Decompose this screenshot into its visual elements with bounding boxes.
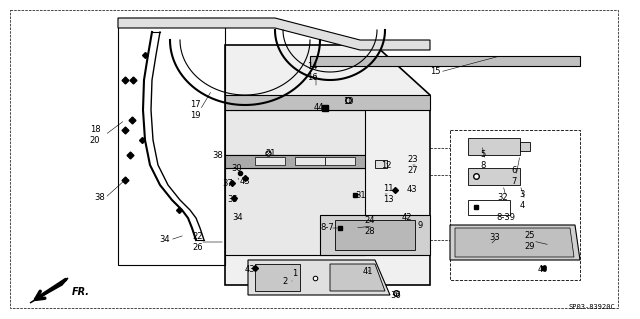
Text: 43: 43 bbox=[406, 186, 417, 195]
Polygon shape bbox=[225, 110, 365, 155]
Polygon shape bbox=[455, 228, 574, 257]
Polygon shape bbox=[450, 225, 580, 260]
Text: 14
16: 14 16 bbox=[307, 62, 317, 82]
Text: 34: 34 bbox=[233, 213, 243, 222]
Text: 43: 43 bbox=[244, 265, 255, 275]
Text: SP03-83920C: SP03-83920C bbox=[568, 304, 615, 310]
Text: 32: 32 bbox=[498, 192, 508, 202]
Text: 25
29: 25 29 bbox=[525, 231, 535, 251]
Polygon shape bbox=[335, 220, 415, 250]
Text: 21: 21 bbox=[266, 150, 276, 159]
Text: 10: 10 bbox=[343, 98, 353, 107]
Text: 31: 31 bbox=[356, 190, 366, 199]
Text: 42: 42 bbox=[402, 213, 412, 222]
Text: 3
4: 3 4 bbox=[519, 190, 525, 210]
Polygon shape bbox=[520, 142, 530, 151]
Polygon shape bbox=[330, 264, 385, 291]
Text: 38: 38 bbox=[212, 151, 223, 160]
Polygon shape bbox=[225, 155, 365, 168]
Text: 24
28: 24 28 bbox=[365, 216, 375, 236]
Text: 17
19: 17 19 bbox=[189, 100, 200, 120]
Text: 23
27: 23 27 bbox=[408, 155, 419, 175]
Polygon shape bbox=[310, 56, 580, 66]
Text: 41: 41 bbox=[363, 266, 373, 276]
FancyBboxPatch shape bbox=[295, 157, 325, 165]
Text: 6
7: 6 7 bbox=[511, 166, 516, 186]
Text: 34: 34 bbox=[160, 235, 170, 244]
Text: 15: 15 bbox=[429, 68, 440, 77]
Text: 33: 33 bbox=[490, 233, 500, 241]
Text: 38: 38 bbox=[95, 194, 106, 203]
Text: 30: 30 bbox=[232, 164, 243, 184]
FancyBboxPatch shape bbox=[325, 157, 355, 165]
Polygon shape bbox=[320, 215, 430, 255]
Text: 40: 40 bbox=[538, 265, 548, 275]
Text: 9: 9 bbox=[417, 220, 422, 229]
Text: 37: 37 bbox=[223, 179, 234, 188]
Polygon shape bbox=[468, 138, 520, 155]
Text: 2: 2 bbox=[282, 277, 287, 286]
Polygon shape bbox=[468, 168, 520, 185]
Text: 44: 44 bbox=[314, 103, 324, 113]
Text: 11
13: 11 13 bbox=[383, 184, 394, 204]
Polygon shape bbox=[248, 260, 390, 295]
Polygon shape bbox=[255, 264, 300, 291]
Text: 35: 35 bbox=[228, 196, 238, 204]
Polygon shape bbox=[118, 18, 430, 50]
Text: 1: 1 bbox=[292, 270, 298, 278]
Text: 36: 36 bbox=[390, 292, 401, 300]
Text: 22
26: 22 26 bbox=[193, 232, 204, 252]
Text: 18
20: 18 20 bbox=[90, 125, 100, 145]
Polygon shape bbox=[225, 168, 365, 255]
Polygon shape bbox=[225, 45, 430, 285]
Polygon shape bbox=[30, 278, 68, 303]
FancyBboxPatch shape bbox=[255, 157, 285, 165]
FancyBboxPatch shape bbox=[375, 160, 387, 168]
Polygon shape bbox=[225, 95, 430, 110]
Text: 12: 12 bbox=[381, 160, 391, 169]
Text: FR.: FR. bbox=[72, 287, 90, 297]
Text: 43: 43 bbox=[240, 177, 250, 187]
Text: 5
8: 5 8 bbox=[480, 150, 486, 170]
Text: 8-7: 8-7 bbox=[320, 224, 334, 233]
Text: 8-39: 8-39 bbox=[497, 212, 515, 221]
